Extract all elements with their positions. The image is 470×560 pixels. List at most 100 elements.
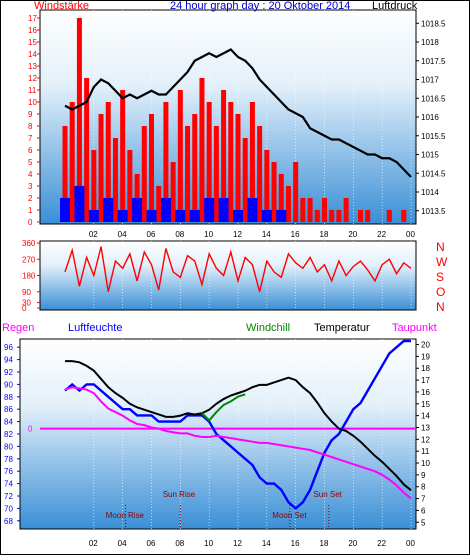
temperatur-label: Temperatur — [314, 322, 370, 334]
wind-min-bar — [60, 198, 70, 222]
wind-speed-bar — [105, 102, 111, 222]
pressure-line — [64, 48, 412, 178]
humidity-tick-label: 74 — [4, 480, 13, 489]
wind-speed-bar — [300, 198, 306, 222]
y-right-tick-label: 1015.5 — [421, 132, 446, 141]
humidity-tick-label: 84 — [4, 418, 13, 427]
humidity-tick-label: 70 — [4, 504, 13, 513]
wind-speed-bar — [112, 138, 118, 222]
humidity-tick-label: 68 — [4, 517, 13, 526]
y-left-tick-label: 5 — [28, 158, 33, 167]
temp-right-tick-label: 9 — [421, 471, 426, 480]
temp-x-tick-label: 12 — [233, 539, 242, 548]
series-marks: Moon Rise Sun Rise Sun Set Moon Set — [40, 18, 416, 529]
compass-label: W — [436, 255, 448, 269]
y-left-tick-label: 11 — [28, 86, 37, 95]
y-right-tick-label: 1016.5 — [421, 94, 446, 103]
wind-speed-bar — [91, 150, 97, 222]
wind-speed-bar — [264, 150, 270, 222]
y-left-tick-label: 12 — [28, 74, 37, 83]
wind-speed-bar — [185, 126, 191, 222]
wind-min-bar — [103, 198, 114, 222]
wind-speed-bar — [206, 102, 212, 222]
x-tick-label: 20 — [348, 230, 357, 239]
x-tick-label: 04 — [118, 230, 127, 239]
y-right-tick-label: 1013.5 — [421, 207, 446, 216]
wind-min-bar — [261, 210, 272, 222]
wind-speed-bar — [76, 18, 82, 222]
humidity-tick-label: 96 — [4, 343, 13, 352]
dir-tick-label: 90 — [22, 288, 31, 297]
y-left-tick-label: 0 — [28, 218, 33, 227]
regen-label: Regen — [2, 322, 34, 334]
windchill-label: Windchill — [246, 322, 290, 334]
dir-tick-label: 270 — [22, 255, 36, 264]
wind-speed-bar — [192, 114, 198, 222]
wind-pressure-panel — [39, 9, 417, 225]
wind-direction-panel — [39, 240, 417, 311]
y-left-tick-label: 10 — [28, 98, 37, 107]
temp-right-tick-label: 16 — [421, 388, 430, 397]
temperature-line — [65, 360, 412, 492]
wind-min-bar — [218, 198, 229, 222]
temp-right-tick-label: 8 — [421, 483, 426, 492]
temp-right-tick-label: 15 — [421, 400, 430, 409]
windchill-line — [201, 393, 246, 422]
windstaerke-label: Windstärke — [34, 0, 89, 12]
wind-speed-bar — [307, 198, 313, 222]
y-right-tick-label: 1017.5 — [421, 57, 446, 66]
temp-x-tick-label: 06 — [147, 539, 156, 548]
compass-label: S — [436, 270, 444, 284]
wind-speed-bar — [336, 210, 342, 222]
wind-speed-bar — [221, 90, 227, 222]
axis-ticks: 02 04 06 08 10 12 14 16 18 20 22 000123456789101112… — [4, 14, 446, 548]
temp-right-tick-label: 18 — [421, 364, 430, 373]
y-left-tick-label: 15 — [28, 38, 37, 47]
x-tick-label: 08 — [175, 230, 184, 239]
x-tick-label: 02 — [89, 230, 98, 239]
humidity-tick-label: 90 — [4, 380, 13, 389]
y-right-tick-label: 1016 — [421, 113, 439, 122]
wind-speed-bar — [358, 210, 364, 222]
y-right-tick-label: 1018 — [421, 38, 439, 47]
rain-value-label: 0 — [28, 425, 33, 434]
wind-min-bar — [88, 210, 99, 222]
wind-speed-bar — [386, 210, 392, 222]
temp-x-tick-label: 10 — [204, 539, 213, 548]
wind-min-bar — [117, 210, 128, 222]
y-left-tick-label: 2 — [28, 194, 33, 203]
wind-speed-bar — [401, 210, 407, 222]
humidity-line — [64, 339, 411, 510]
wind-min-bar — [233, 210, 243, 222]
y-left-tick-label: 9 — [28, 110, 33, 119]
wind-min-bar — [132, 198, 143, 222]
dir-tick-label: 0 — [22, 304, 27, 313]
temp-right-tick-label: 12 — [421, 435, 430, 444]
y-left-tick-label: 7 — [28, 134, 33, 143]
event-label: Moon Set — [272, 511, 307, 520]
compass-label: N — [436, 240, 445, 254]
humidity-tick-label: 78 — [4, 455, 13, 464]
y-left-tick-label: 6 — [28, 146, 33, 155]
taupunkt-label: Taupunkt — [392, 322, 437, 334]
humidity-tick-label: 80 — [4, 442, 13, 451]
temp-right-tick-label: 10 — [421, 459, 430, 468]
temp-right-tick-label: 11 — [421, 447, 430, 456]
wind-min-bar — [189, 210, 200, 222]
y-left-tick-label: 4 — [28, 170, 33, 179]
temp-right-tick-label: 20 — [421, 341, 430, 350]
wind-speed-bar — [84, 78, 90, 222]
temp-x-tick-label: 18 — [320, 539, 329, 548]
temp-right-tick-label: 19 — [421, 352, 430, 361]
wind-speed-bar — [257, 126, 263, 222]
y-right-tick-label: 1014 — [421, 188, 439, 197]
wind-speed-bar — [365, 210, 371, 222]
temp-right-tick-label: 17 — [421, 376, 430, 385]
humidity-tick-label: 72 — [4, 492, 13, 501]
wind-speed-bar — [177, 90, 183, 222]
x-tick-label: 16 — [291, 230, 300, 239]
graph-title: 24 hour graph day : 20 Oktober 2014 — [170, 0, 350, 12]
wind-min-bar — [247, 198, 258, 222]
